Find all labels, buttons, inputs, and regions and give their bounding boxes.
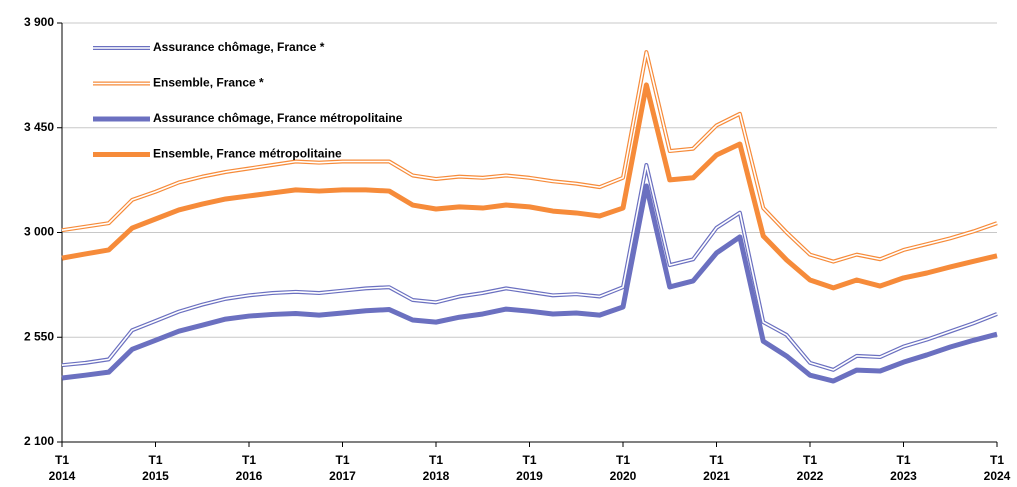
x-tick-label: T1 2023: [890, 453, 917, 483]
line-inner: [61, 51, 998, 263]
line-inner: [61, 164, 998, 371]
line: [61, 183, 998, 384]
x-tick-label: T1 2019: [516, 453, 543, 483]
x-tick-label: T1 2020: [609, 453, 637, 483]
legend-label: Assurance chômage, France métropolitaine: [153, 111, 403, 125]
y-tick-label: 3 000: [24, 225, 54, 239]
y-tick-label: 2 550: [24, 329, 54, 343]
x-tick-label: T1 2014: [48, 453, 76, 483]
x-tick-label: T1 2021: [703, 453, 730, 483]
y-tick-label: 3 900: [24, 15, 54, 29]
x-tick-label: T1 2022: [796, 453, 824, 483]
legend-label: Ensemble, France *: [153, 76, 264, 90]
line: [61, 162, 998, 372]
y-tick-label: 2 100: [24, 434, 54, 448]
legend-label: Assurance chômage, France *: [153, 40, 325, 54]
x-tick-label: T1 2016: [235, 453, 263, 483]
line: [61, 82, 998, 291]
legend-label: Ensemble, France métropolitaine: [153, 147, 342, 161]
x-tick-label: T1 2024: [983, 453, 1011, 483]
x-tick-label: T1 2017: [329, 453, 356, 483]
y-tick-label: 3 450: [24, 120, 54, 134]
x-tick-label: T1 2015: [142, 453, 169, 483]
x-tick-label: T1 2018: [422, 453, 450, 483]
